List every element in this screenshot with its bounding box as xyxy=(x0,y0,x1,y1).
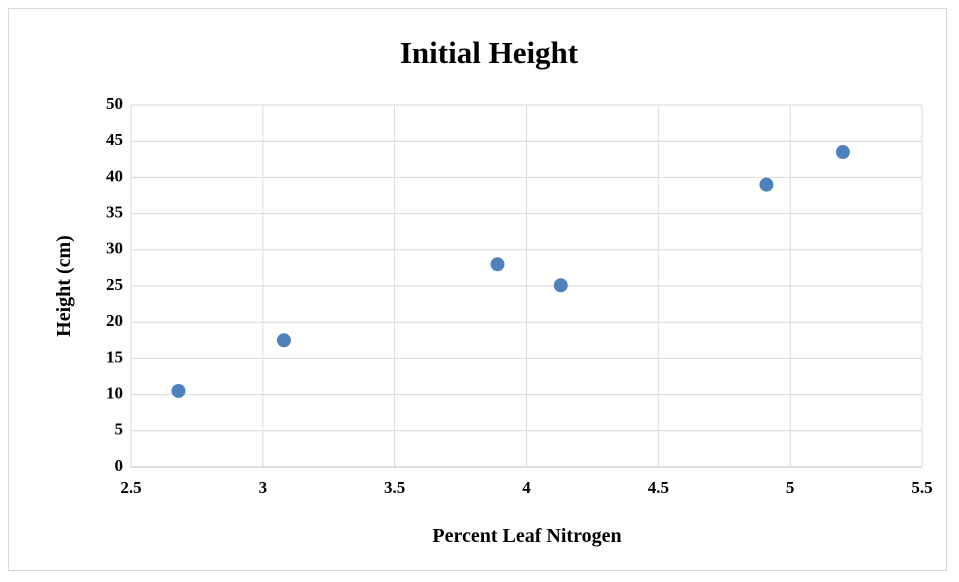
y-tick-label: 5 xyxy=(115,420,124,439)
point xyxy=(276,333,291,348)
chart-title: Initial Height xyxy=(400,35,579,70)
x-tick-label: 5 xyxy=(786,478,795,497)
y-tick-label: 35 xyxy=(106,203,123,222)
x-axis-title: Percent Leaf Nitrogen xyxy=(432,525,621,547)
point xyxy=(759,177,774,192)
y-tick-label: 30 xyxy=(106,239,123,258)
y-tick-label: 0 xyxy=(115,456,124,475)
y-tick-label: 45 xyxy=(106,130,123,149)
x-tick-label: 3 xyxy=(259,478,268,497)
x-tick-label: 3.5 xyxy=(384,478,405,497)
y-tick-label: 10 xyxy=(106,384,123,403)
y-tick-label: 25 xyxy=(106,275,123,294)
chart-border xyxy=(8,8,947,571)
x-tick-label: 2.5 xyxy=(120,478,141,497)
point xyxy=(835,145,850,160)
point xyxy=(490,257,505,272)
x-tick-label: 4 xyxy=(522,478,531,497)
x-tick-label: 5.5 xyxy=(911,478,932,497)
y-tick-label: 15 xyxy=(106,347,123,366)
y-tick-label: 20 xyxy=(106,311,123,330)
point xyxy=(171,383,186,398)
x-tick-label: 4.5 xyxy=(648,478,669,497)
y-tick-label: 50 xyxy=(106,94,123,113)
y-axis-title: Height (cm) xyxy=(53,235,75,337)
y-tick-label: 40 xyxy=(106,166,123,185)
point xyxy=(553,278,568,293)
